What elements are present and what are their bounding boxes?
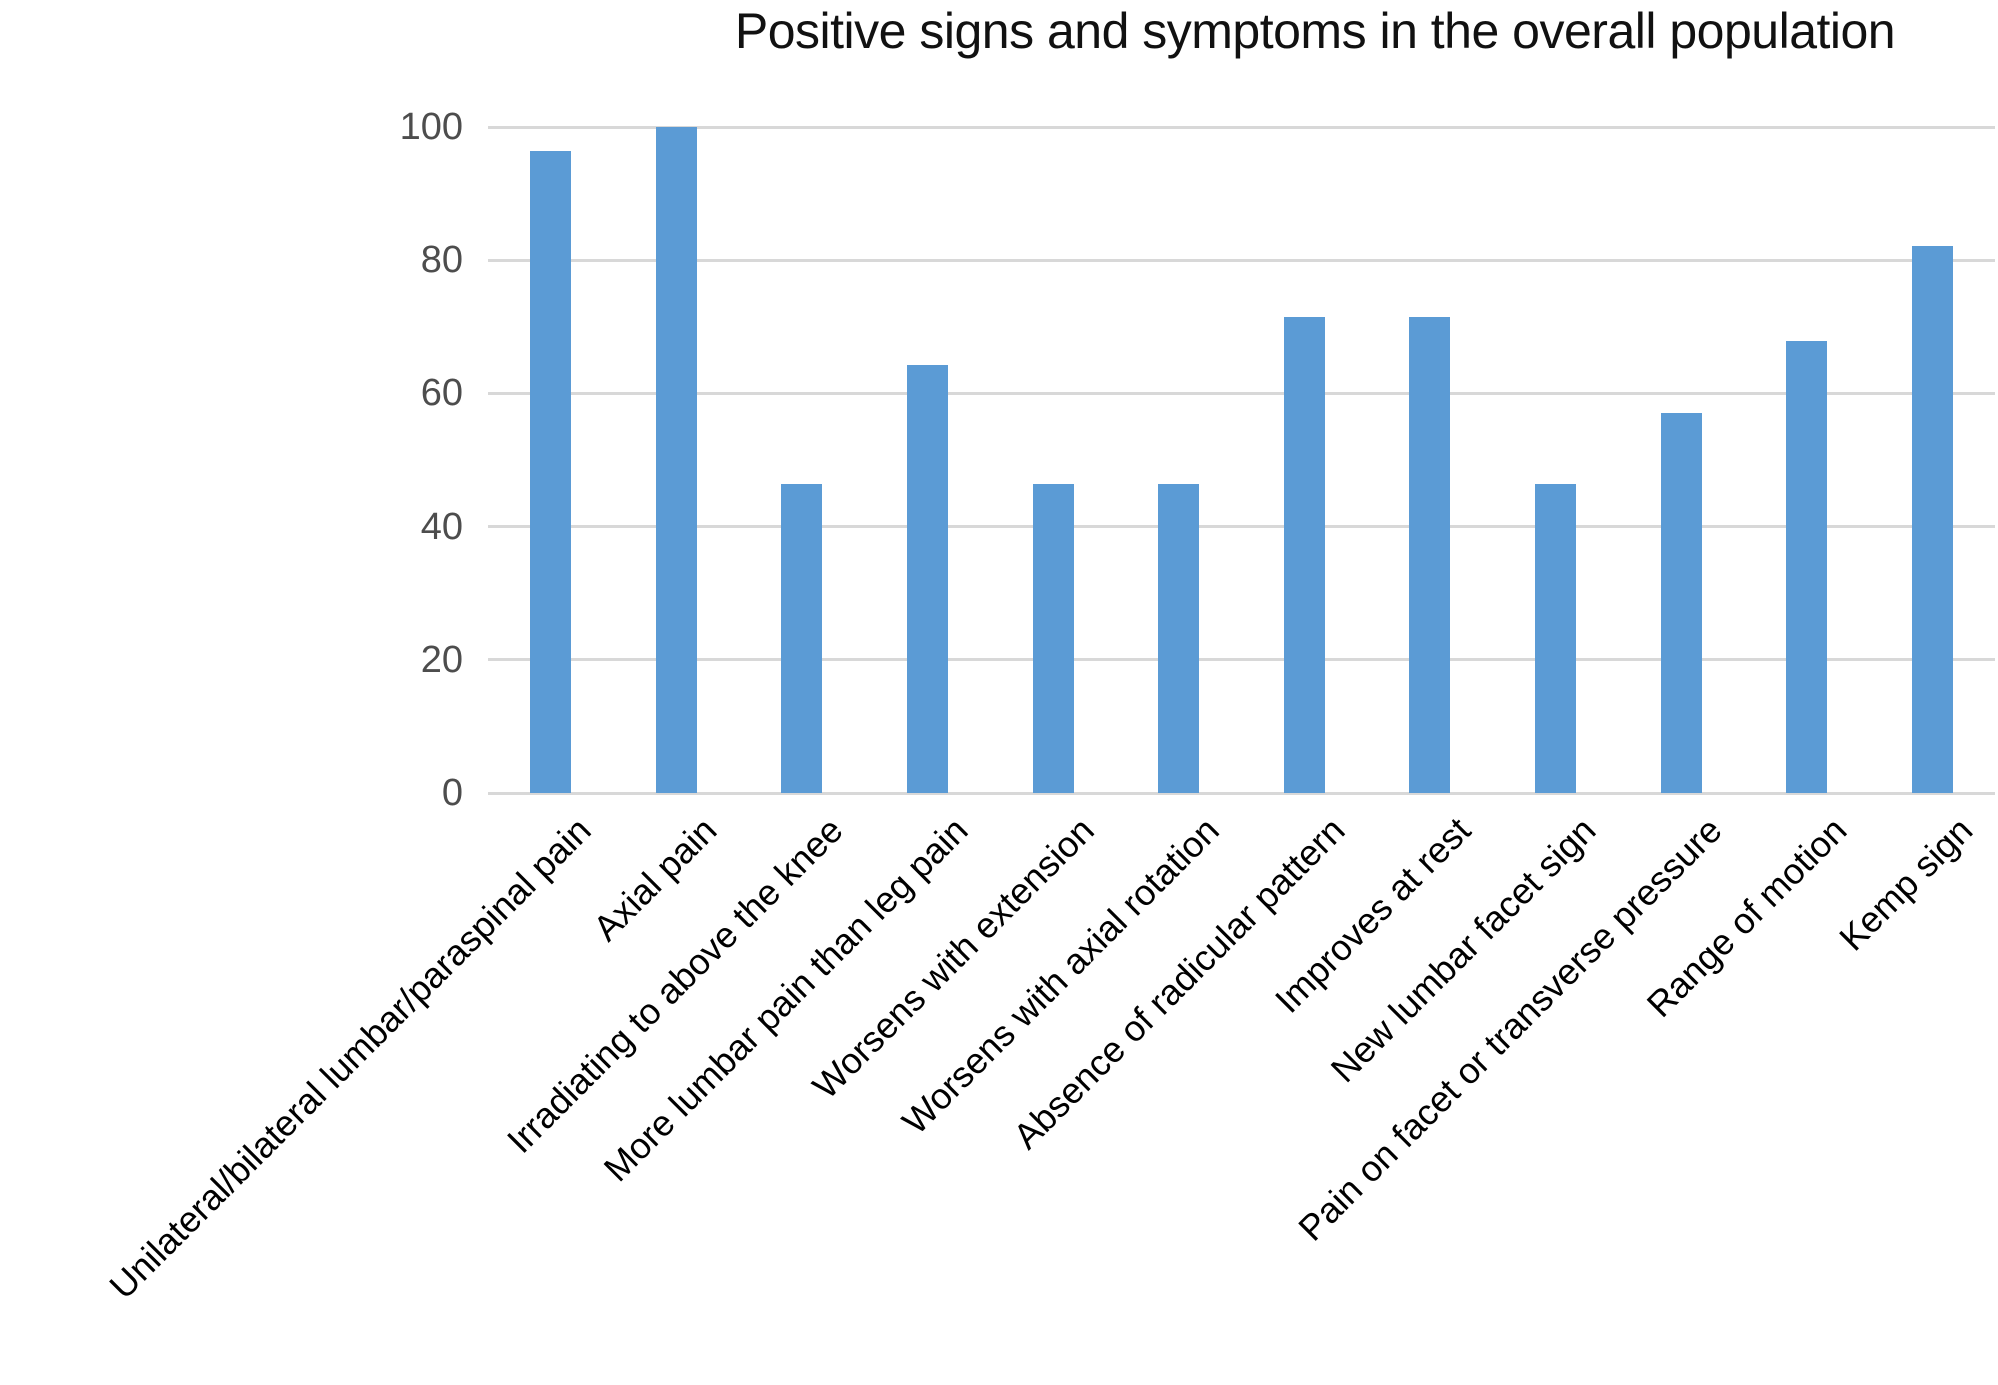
bar xyxy=(1283,317,1325,793)
bar xyxy=(1409,317,1451,793)
x-category-label: Kemp sign xyxy=(1831,809,1981,959)
y-tick-label: 100 xyxy=(399,106,463,148)
y-tick-label: 40 xyxy=(420,505,463,548)
plot-area xyxy=(488,125,1995,795)
x-category-label: Unilateral/bilateral lumbar/paraspinal p… xyxy=(101,809,600,1307)
gridline xyxy=(488,391,1995,395)
bar xyxy=(781,483,823,793)
chart-title: Positive signs and symptoms in the overa… xyxy=(734,3,1896,59)
bar xyxy=(1660,412,1702,793)
gridline xyxy=(488,791,1995,795)
y-tick-label: 20 xyxy=(420,638,463,681)
y-tick-label: 80 xyxy=(420,239,463,282)
bar xyxy=(530,150,572,793)
bar xyxy=(1786,340,1828,793)
gridline xyxy=(488,258,1995,262)
y-tick-label: 0 xyxy=(441,772,463,814)
y-tick-label: 60 xyxy=(420,372,463,415)
gridline xyxy=(488,525,1995,529)
bar xyxy=(1032,483,1074,793)
bar xyxy=(1158,483,1200,793)
gridline xyxy=(488,125,1995,129)
bar xyxy=(1911,246,1953,793)
bar xyxy=(907,364,949,793)
bar xyxy=(655,127,697,793)
gridline xyxy=(488,658,1995,662)
bar xyxy=(1534,483,1576,793)
